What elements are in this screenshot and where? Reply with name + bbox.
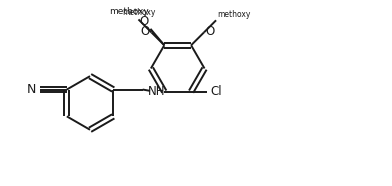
Text: Cl: Cl [210, 85, 222, 98]
Text: O: O [206, 25, 215, 38]
Text: N: N [27, 83, 36, 96]
Text: methoxy: methoxy [217, 9, 250, 19]
Text: NH: NH [148, 85, 165, 98]
Text: methoxy: methoxy [122, 8, 155, 17]
Text: methoxy: methoxy [109, 7, 149, 16]
Text: O: O [140, 15, 149, 28]
Text: O: O [140, 25, 150, 38]
